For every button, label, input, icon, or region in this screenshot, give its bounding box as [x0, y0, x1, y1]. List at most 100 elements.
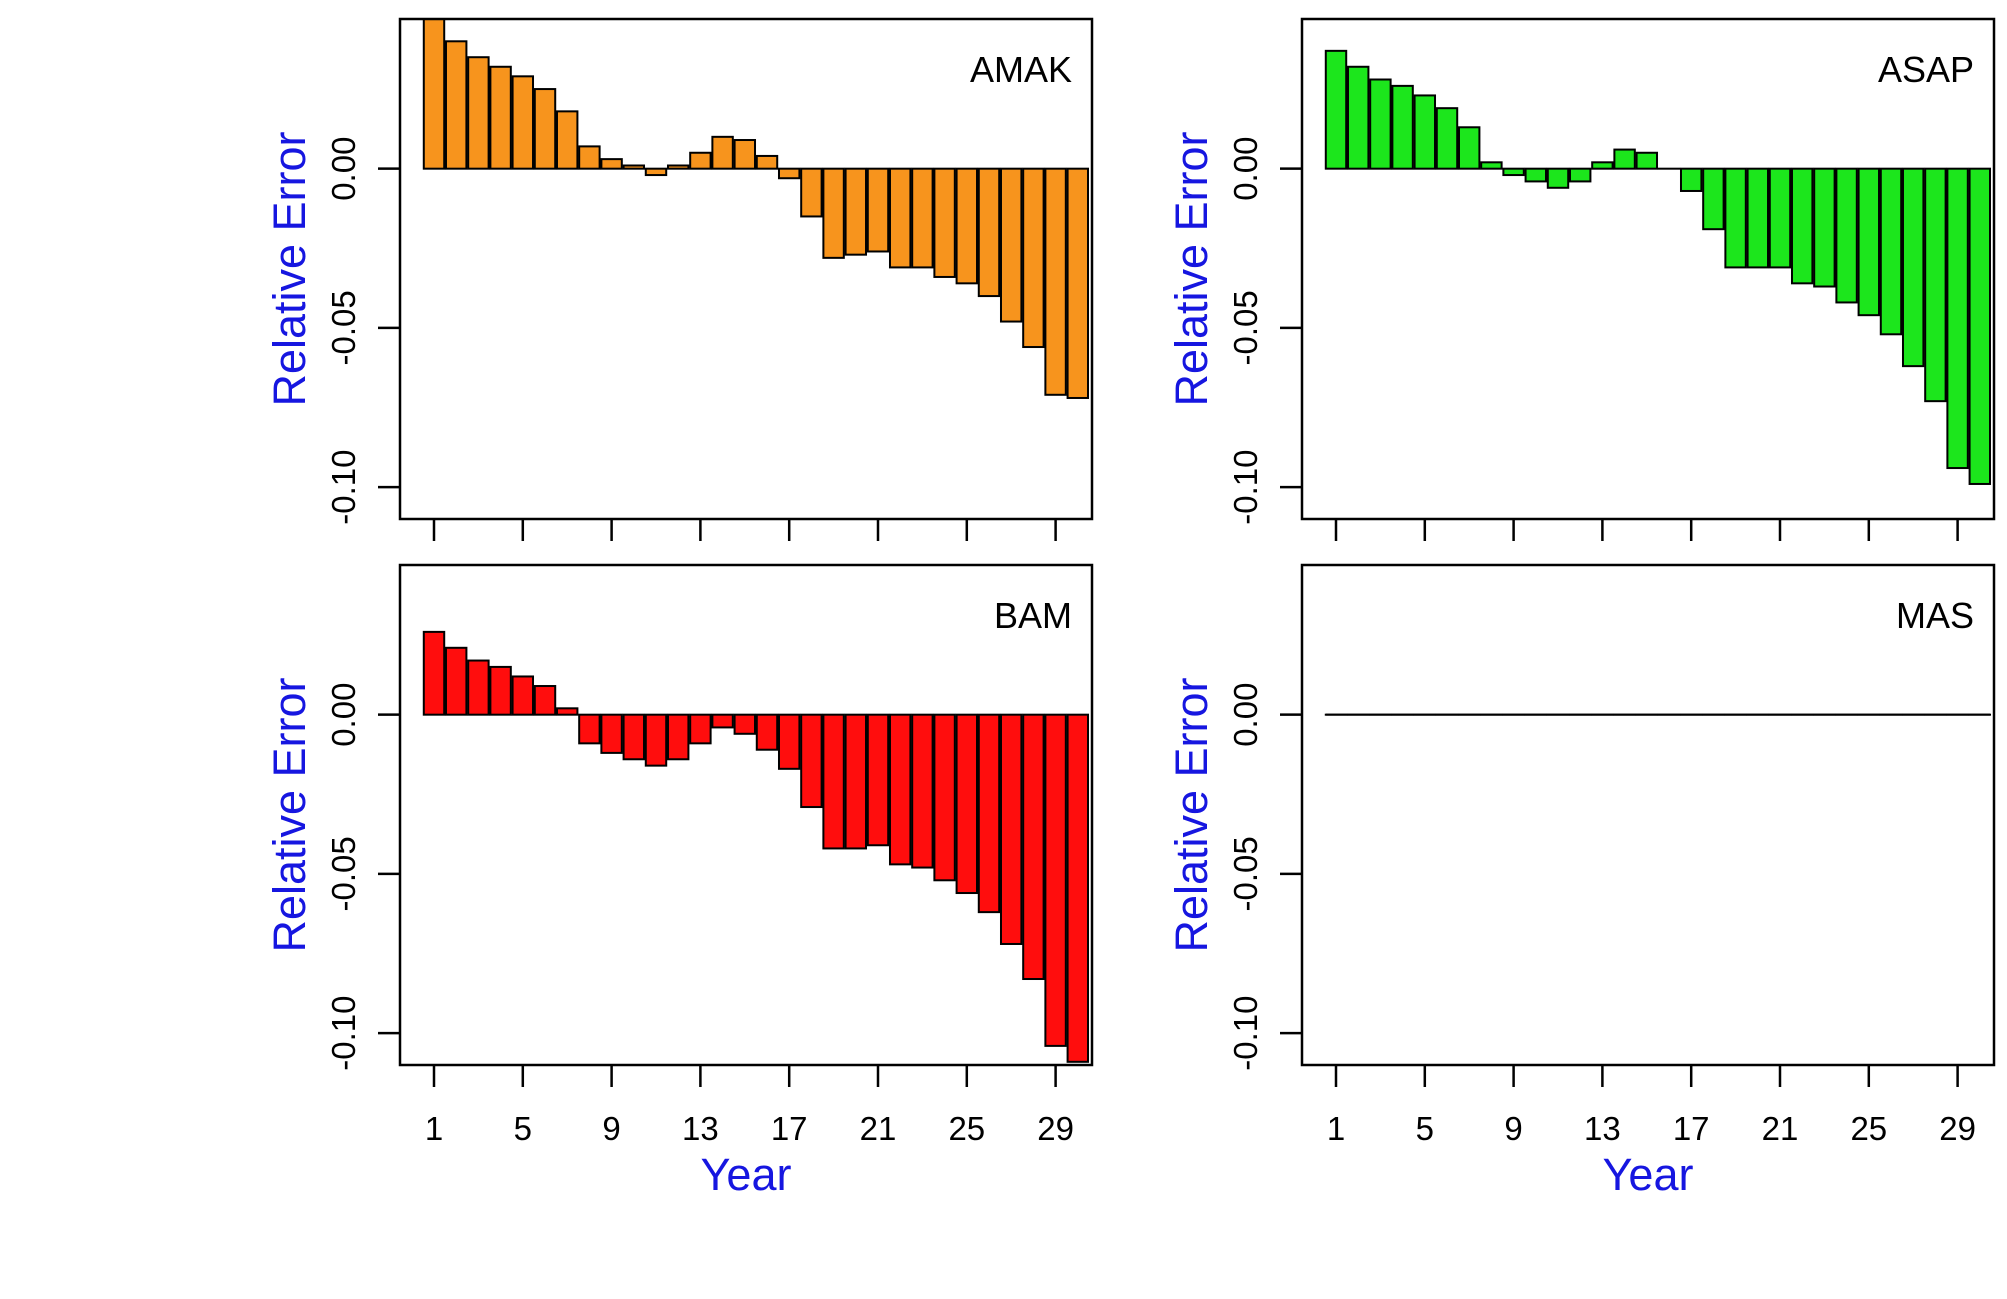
bam-xtick-label: 21	[860, 1110, 897, 1147]
bam-xtick-label: 17	[771, 1110, 808, 1147]
amak-panel-label: AMAK	[970, 49, 1072, 90]
bam-bar-year-13	[689, 713, 712, 745]
asap-bar-year-7	[1457, 126, 1481, 170]
amak-bar-year-1	[422, 18, 446, 170]
bam-bar-year-18	[800, 713, 823, 809]
amak-bar-year-22	[888, 167, 912, 269]
bam-bar-year-19	[822, 713, 845, 850]
mas-xtick-label: 17	[1673, 1110, 1710, 1147]
bam-bar-year-26	[977, 713, 1001, 914]
asap-bar-year-15	[1635, 151, 1659, 170]
bam-bar-year-27	[999, 713, 1023, 945]
bam-bar-year-9	[600, 713, 623, 754]
mas-xtick-label: 25	[1850, 1110, 1887, 1147]
amak-bar-year-3	[467, 56, 490, 170]
asap-bar-year-14	[1613, 148, 1636, 170]
bam-bar-year-22	[888, 713, 912, 866]
asap-bar-year-12	[1568, 167, 1592, 183]
bam-bar-year-5	[511, 675, 535, 716]
asap-bar-year-6	[1435, 107, 1459, 170]
mas-xtick-label: 13	[1584, 1110, 1621, 1147]
bam-ytick-label: 0.00	[325, 683, 362, 747]
asap-bar-year-17	[1679, 167, 1703, 192]
asap-plot-frame	[1300, 17, 1996, 521]
mas-ytick-label: -0.05	[1227, 836, 1264, 911]
amak-bar-year-17	[777, 167, 801, 180]
bam-plot-frame	[398, 563, 1094, 1067]
asap-bar-year-2	[1346, 65, 1370, 170]
amak-ytick-label: 0.00	[325, 137, 362, 201]
bam-bar-year-17	[777, 713, 801, 770]
bam-xtick-label: 5	[514, 1110, 532, 1147]
mas-xtick-label: 1	[1327, 1110, 1345, 1147]
asap-bar-year-10	[1524, 167, 1548, 183]
mas-panel-label: MAS	[1896, 595, 1974, 636]
amak-ytick-label: -0.10	[325, 450, 362, 525]
bam-xtick-label: 1	[425, 1110, 443, 1147]
asap-bar-year-25	[1857, 167, 1881, 317]
asap-bar-year-22	[1790, 167, 1814, 285]
asap-bar-year-26	[1879, 167, 1903, 336]
bam-bar-year-2	[444, 646, 468, 716]
bam-xtick-label: 13	[682, 1110, 719, 1147]
amak-bar-year-20	[844, 167, 868, 256]
bam-ytick-label: -0.10	[325, 996, 362, 1071]
bam-bar-year-24	[933, 713, 956, 882]
amak-bar-year-16	[755, 154, 779, 170]
bam-bar-year-30	[1066, 713, 1090, 1063]
amak-bar-year-18	[800, 167, 823, 218]
asap-bar-year-18	[1702, 167, 1725, 231]
bam-bar-year-20	[844, 713, 868, 850]
bam-xtick-label: 9	[602, 1110, 620, 1147]
asap-bar-year-27	[1901, 167, 1925, 368]
amak-bar-year-19	[822, 167, 845, 259]
asap-bar-year-5	[1413, 94, 1437, 170]
mas-xlabel: Year	[1603, 1149, 1694, 1200]
asap-bar-year-4	[1391, 84, 1414, 170]
bam-bar-year-23	[911, 713, 934, 869]
bam-bar-year-21	[866, 713, 890, 847]
asap-ytick-label: -0.10	[1227, 450, 1264, 525]
bam-bar-year-12	[666, 713, 690, 761]
amak-bar-year-13	[689, 151, 712, 170]
bam-bar-year-15	[733, 713, 757, 735]
mas-xtick-label: 9	[1504, 1110, 1522, 1147]
amak-bar-year-21	[866, 167, 890, 253]
bam-bar-year-3	[467, 659, 490, 716]
amak-bar-year-12	[666, 164, 690, 170]
amak-bar-year-7	[555, 110, 579, 170]
bam-xtick-label: 25	[948, 1110, 985, 1147]
bam-bar-year-6	[533, 685, 557, 716]
bam-xlabel: Year	[701, 1149, 792, 1200]
asap-bar-year-24	[1835, 167, 1858, 304]
amak-bar-year-5	[511, 75, 535, 170]
bam-bar-year-14	[711, 713, 734, 729]
amak-bar-year-4	[489, 65, 512, 170]
panel-bam: BAM -0.10 -0.05 0.00 Relative Error 1 5 9 13 17 21…	[264, 563, 1094, 1200]
amak-bar-year-27	[999, 167, 1023, 323]
asap-bar-year-20	[1746, 167, 1770, 269]
bam-bar-year-4	[489, 665, 512, 716]
asap-ylabel: Relative Error	[1166, 131, 1217, 406]
amak-ylabel: Relative Error	[264, 131, 315, 406]
bam-bar-year-25	[955, 713, 979, 895]
asap-bar-year-23	[1813, 167, 1836, 288]
bam-bar-year-29	[1044, 713, 1067, 1047]
bam-bar-year-28	[1022, 713, 1045, 981]
asap-bar-year-21	[1768, 167, 1792, 269]
mas-xtick-label: 21	[1762, 1110, 1799, 1147]
bam-bar-year-11	[644, 713, 668, 767]
amak-bar-year-24	[933, 167, 956, 278]
amak-bar-year-2	[444, 40, 468, 170]
bam-bar-year-8	[578, 713, 601, 745]
bam-xtick-label: 29	[1037, 1110, 1074, 1147]
amak-bar-year-6	[533, 88, 557, 170]
panel-amak: AMAK -0.10 -0.05 0.00 Relative Error	[264, 17, 1094, 541]
amak-ytick-label: -0.05	[325, 290, 362, 365]
amak-bar-year-23	[911, 167, 934, 269]
bam-bar-year-10	[622, 713, 646, 761]
asap-bar-year-28	[1924, 167, 1947, 403]
bam-ylabel: Relative Error	[264, 677, 315, 952]
mas-ytick-label: -0.10	[1227, 996, 1264, 1071]
